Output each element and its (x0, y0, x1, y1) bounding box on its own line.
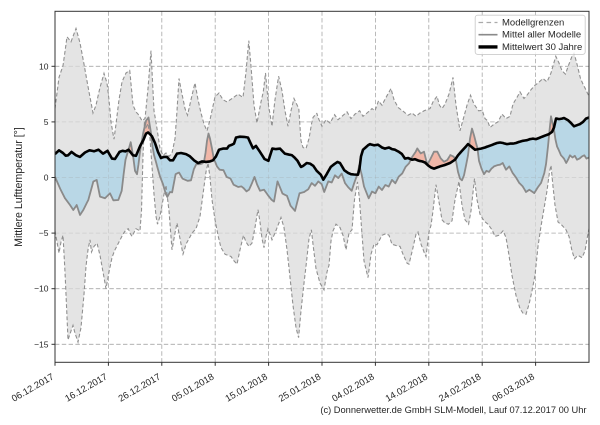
svg-text:0: 0 (44, 173, 49, 183)
svg-text:−10: −10 (34, 284, 49, 294)
svg-text:Mittel aller Modelle: Mittel aller Modelle (502, 30, 581, 41)
svg-text:5: 5 (44, 117, 49, 127)
svg-text:(c) Donnerwetter.de GmbH SLM-M: (c) Donnerwetter.de GmbH SLM-Modell, Lau… (320, 405, 586, 415)
svg-text:−5: −5 (39, 228, 49, 238)
svg-text:10: 10 (39, 61, 49, 71)
svg-text:−15: −15 (34, 339, 49, 349)
svg-text:Mittlere Lufttemperatur [°]: Mittlere Lufttemperatur [°] (13, 127, 25, 247)
svg-text:Mittelwert 30 Jahre: Mittelwert 30 Jahre (502, 42, 582, 53)
svg-text:Modellgrenzen: Modellgrenzen (502, 18, 564, 29)
